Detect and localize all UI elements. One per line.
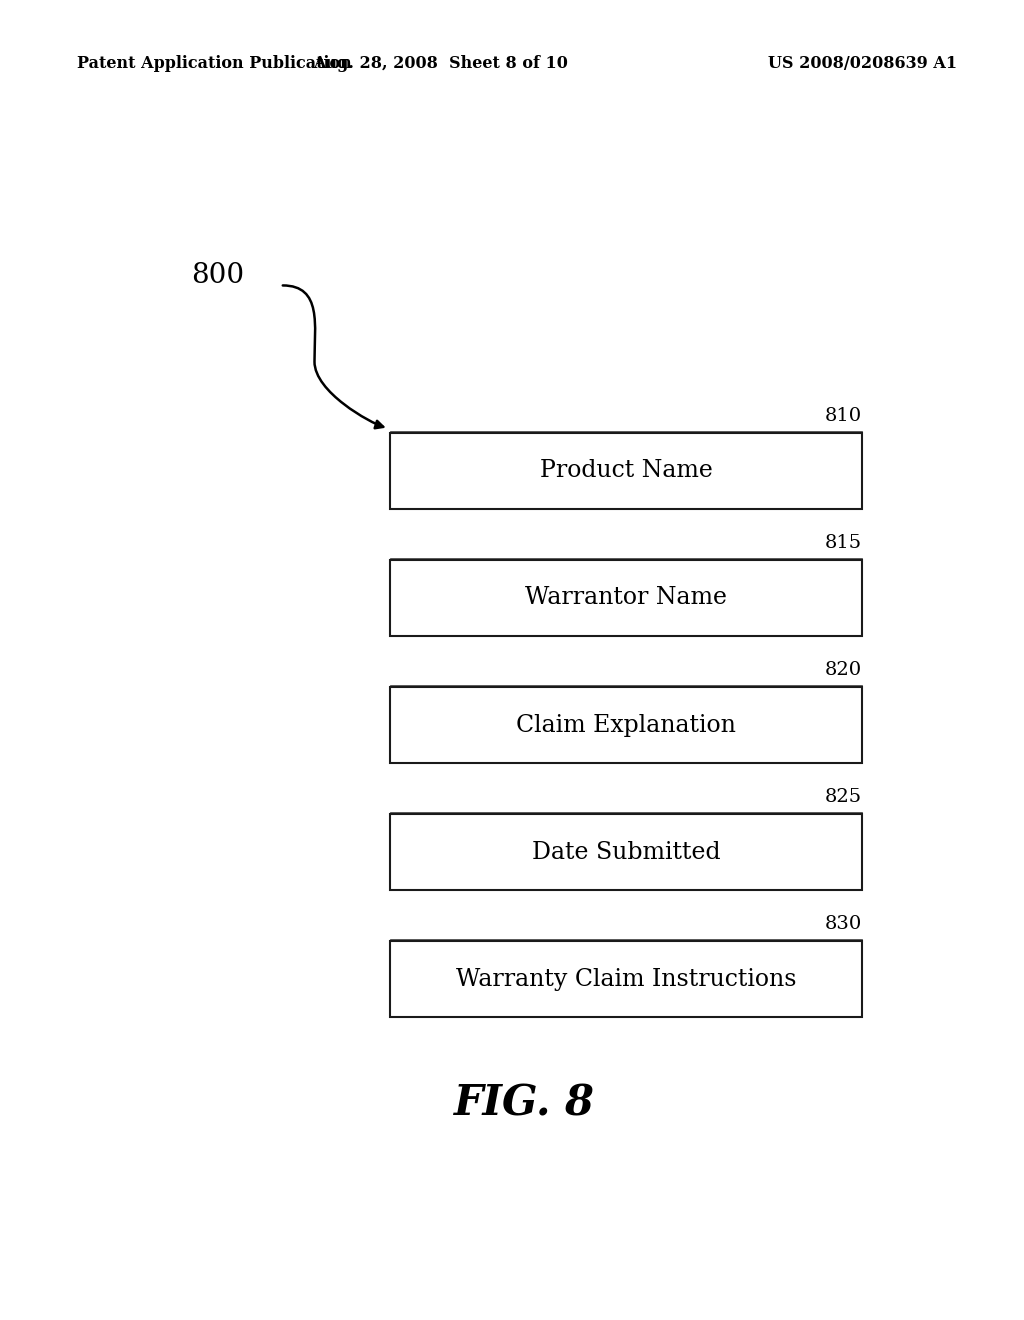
FancyArrowPatch shape — [283, 285, 383, 428]
Text: US 2008/0208639 A1: US 2008/0208639 A1 — [768, 55, 957, 73]
Text: Warrantor Name: Warrantor Name — [525, 586, 727, 610]
Text: FIG. 8: FIG. 8 — [455, 1082, 595, 1125]
Bar — [390, 560, 862, 636]
Text: Date Submitted: Date Submitted — [531, 841, 720, 863]
Text: 810: 810 — [825, 407, 862, 425]
Text: Patent Application Publication: Patent Application Publication — [77, 55, 351, 73]
Text: Aug. 28, 2008  Sheet 8 of 10: Aug. 28, 2008 Sheet 8 of 10 — [313, 55, 567, 73]
Text: Warranty Claim Instructions: Warranty Claim Instructions — [456, 968, 797, 990]
Text: 800: 800 — [191, 261, 245, 289]
Text: 825: 825 — [825, 788, 862, 805]
Text: Claim Explanation: Claim Explanation — [516, 714, 736, 737]
Bar — [390, 814, 862, 890]
Bar — [390, 941, 862, 1018]
Text: 815: 815 — [825, 533, 862, 552]
Bar — [390, 433, 862, 510]
Text: 820: 820 — [825, 661, 862, 678]
Bar — [390, 686, 862, 763]
Text: Product Name: Product Name — [540, 459, 713, 482]
Text: 830: 830 — [824, 915, 862, 933]
